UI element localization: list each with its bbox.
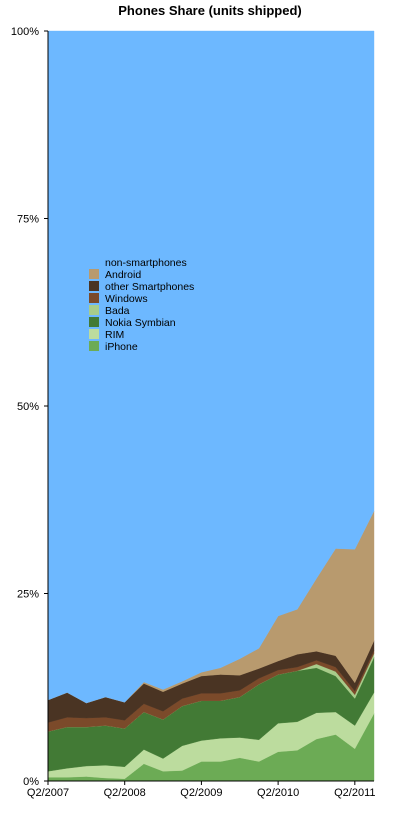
legend-label-windows: Windows <box>105 293 148 305</box>
area-non-smartphones <box>47 30 375 704</box>
legend-swatch-iphone <box>89 341 99 351</box>
y-tick-label: 25% <box>17 589 39 601</box>
x-tick-label: Q2/2008 <box>104 787 146 799</box>
legend-label-other-smartphones: other Smartphones <box>105 281 194 293</box>
legend-swatch-windows <box>89 293 99 303</box>
legend-swatch-other-smartphones <box>89 281 99 291</box>
y-tick-label: 50% <box>17 401 39 413</box>
legend-swatch-nokia-symbian <box>89 317 99 327</box>
x-tick-label: Q2/2007 <box>27 787 69 799</box>
x-tick-label: Q2/2011 <box>334 787 375 799</box>
legend-label-bada: Bada <box>105 305 130 317</box>
legend-label-nokia-symbian: Nokia Symbian <box>105 317 176 329</box>
axes: 0% 25% 50% 75% 100% Q2/2007 Q2/2008 Q2/2009 Q2/2… <box>11 26 376 799</box>
y-tick-label: 75% <box>17 214 39 226</box>
legend-swatch-non-smartphones <box>89 257 99 267</box>
legend-swatch-bada <box>89 305 99 315</box>
legend-swatch-rim <box>89 329 99 339</box>
x-tick-label: Q2/2009 <box>180 787 222 799</box>
y-tick-label: 0% <box>23 776 39 788</box>
y-tick-label: 100% <box>11 26 39 38</box>
legend-label-rim: RIM <box>105 329 124 341</box>
legend-label-iphone: iPhone <box>105 341 138 353</box>
legend-label-android: Android <box>105 269 141 281</box>
legend-swatch-android <box>89 269 99 279</box>
chart-title: Phones Share (units shipped) <box>118 3 301 18</box>
legend-label-non-smartphones: non-smartphones <box>105 257 187 269</box>
stacked-areas <box>47 30 375 782</box>
x-tick-label: Q2/2010 <box>257 787 299 799</box>
